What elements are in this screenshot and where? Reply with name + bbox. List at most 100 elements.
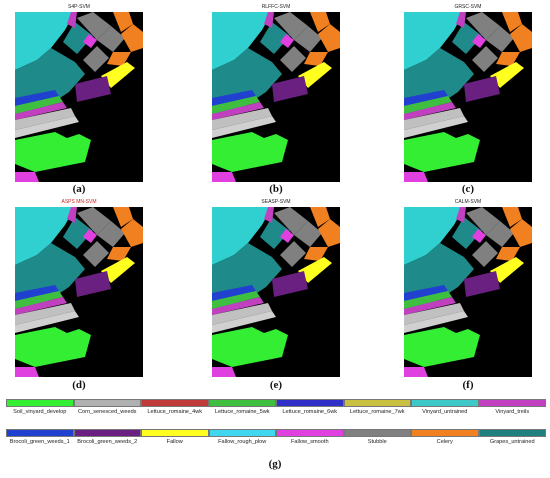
celery-region [318, 219, 340, 247]
legend-swatch [141, 399, 209, 407]
stubble-region [294, 26, 322, 52]
celery-region [107, 247, 131, 261]
celery-region [510, 24, 532, 52]
legend-label-text: Brocoli_green_weeds_2 [77, 439, 138, 445]
celery-region [318, 24, 340, 52]
corn-stripe [212, 108, 272, 130]
fallow-smooth-region [83, 229, 97, 243]
brocoli-region [75, 76, 111, 102]
classification-map [15, 207, 143, 377]
legend-row-1: Soil_vinyard_develop Corn_senesced_weeds L… [6, 399, 546, 419]
treils-stripe [15, 297, 67, 315]
classification-map [404, 12, 532, 182]
corn-stripe [404, 108, 464, 130]
treils-stripe [15, 102, 67, 120]
stubble-region [294, 221, 322, 247]
fallow-smooth-region [15, 172, 39, 182]
grapes-region [452, 22, 482, 54]
grapes-region [452, 217, 482, 249]
stubble-region [486, 26, 514, 52]
vinyard-treils-region [264, 12, 274, 28]
soil-region [15, 132, 91, 172]
stubble-region [274, 207, 308, 235]
soil-region [212, 132, 288, 172]
panel-title: SEASP-SVM [261, 199, 291, 205]
celery-region [107, 52, 131, 66]
soil-region [404, 327, 480, 367]
lettuce-stripe [15, 311, 79, 333]
celery-region [121, 219, 143, 247]
treils-stripe [212, 102, 264, 120]
soil-region [15, 327, 91, 367]
legend-label-text: Lettuce_romaine_5wk [214, 409, 270, 415]
panel-e: SEASP-SVM [212, 199, 340, 377]
treils-stripe [212, 297, 264, 315]
stubble-region [280, 241, 306, 267]
legend-swatch [73, 399, 141, 407]
vinyard-region [15, 12, 75, 70]
brocoli1-stripe [212, 285, 256, 301]
panel-label-b: (b) [269, 183, 283, 195]
lettuce5-stripe [212, 96, 260, 114]
fallow-region [490, 62, 524, 88]
panel-label-c: (c) [461, 183, 475, 195]
celery-region [496, 52, 520, 66]
fallow-region [298, 62, 332, 88]
stubble-region [83, 46, 109, 72]
panel-label-a: (a) [72, 183, 86, 195]
brocoli1-stripe [404, 90, 448, 106]
legend-swatch [478, 429, 546, 437]
panel-title: S4P-SVM [68, 4, 90, 10]
stubble-region [472, 46, 498, 72]
celery-region [113, 12, 133, 32]
vinyard-treils-region [456, 207, 466, 223]
legend-swatch [208, 429, 276, 437]
celery-region [510, 219, 532, 247]
legend-label-text: Fallow [166, 439, 183, 445]
legend-label-text: Fallow_rough_plow [218, 439, 267, 445]
legend-swatch [411, 399, 479, 407]
treils-stripe [404, 102, 456, 120]
celery-region [310, 207, 330, 227]
celery-region [502, 12, 522, 32]
panel-d: ASPS MN-SVM [15, 199, 143, 377]
legend-swatch [6, 429, 74, 437]
fallow-smooth-region [83, 34, 97, 48]
vinyard-treils-region [67, 12, 77, 28]
vinyard-region [404, 12, 464, 70]
fallow-region [101, 62, 135, 88]
stubble-region [274, 12, 308, 40]
soil-region [404, 132, 480, 172]
lettuce-stripe [212, 116, 276, 138]
vinyard-treils-region [456, 12, 466, 28]
fallow-region [490, 257, 524, 283]
vinyard-treils-region [264, 207, 274, 223]
lettuce5-stripe [15, 96, 63, 114]
fallow-smooth-region [280, 34, 294, 48]
stubble-region [466, 12, 500, 40]
lettuce-stripe [404, 116, 468, 138]
legend-label-text: Vinyard_untrained [422, 409, 468, 415]
vinyard-region [15, 207, 75, 265]
celery-region [113, 207, 133, 227]
grapes-region [63, 22, 93, 54]
vinyard-region [212, 207, 272, 265]
brocoli1-stripe [15, 285, 59, 301]
fallow-smooth-region [15, 367, 39, 377]
panel-label-d: (d) [72, 379, 86, 391]
brocoli-region [464, 271, 500, 297]
soil-region [212, 327, 288, 367]
celery-region [121, 24, 143, 52]
grapes-region [260, 217, 290, 249]
legend-swatch [343, 429, 411, 437]
legend-swatch [6, 399, 74, 407]
legend-label-text: Celery [436, 439, 453, 445]
fallow-smooth-region [212, 367, 236, 377]
lettuce5-stripe [212, 291, 260, 309]
corn-stripe [15, 108, 75, 130]
fallow-smooth-region [404, 172, 428, 182]
fallow-smooth-region [212, 172, 236, 182]
fallow-region [101, 257, 135, 283]
classification-map [212, 12, 340, 182]
legend-swatch [141, 429, 209, 437]
